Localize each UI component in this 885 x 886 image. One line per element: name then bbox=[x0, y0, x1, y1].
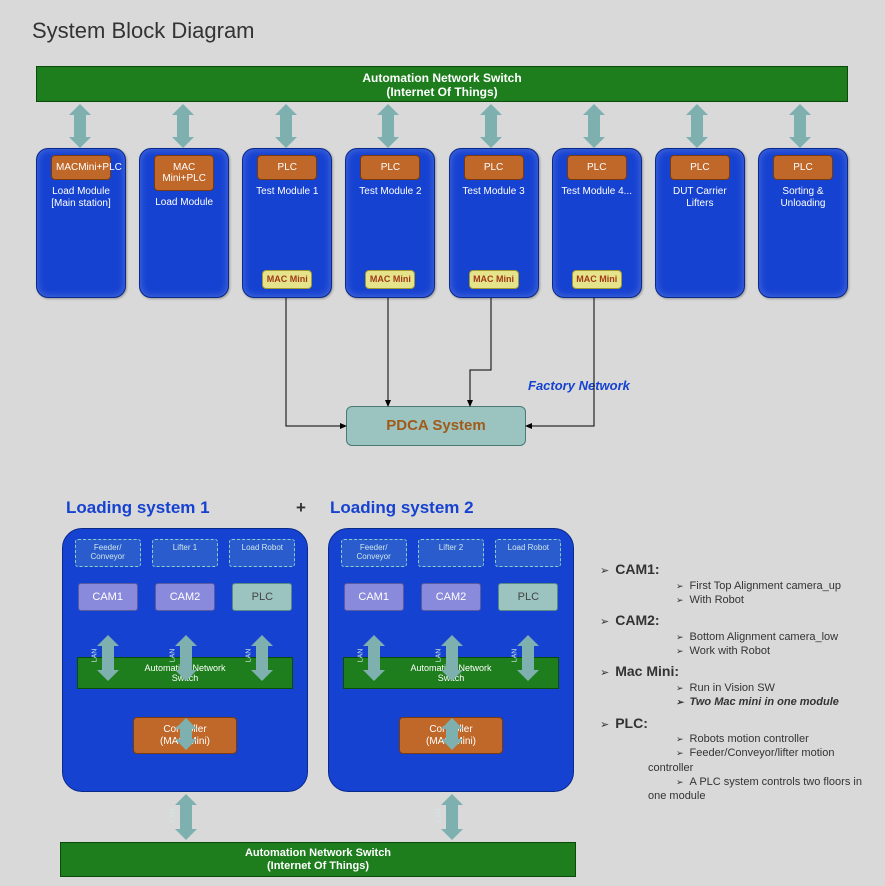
module-dut-lifters: PLC DUT Carrier Lifters bbox=[655, 148, 745, 298]
module-test-4: PLC Test Module 4... MAC Mini bbox=[552, 148, 642, 298]
page-title: System Block Diagram bbox=[32, 18, 255, 44]
note-plc-title: PLC: bbox=[615, 715, 648, 731]
note-macmini-i1: Two Mac mini in one module bbox=[690, 696, 839, 708]
mac-mini-badge: MAC Mini bbox=[262, 270, 312, 289]
chip: PLC bbox=[670, 155, 730, 180]
double-arrow-icon bbox=[686, 104, 708, 148]
notes-panel: ➢CAM1: ➢First Top Alignment camera_up ➢W… bbox=[600, 560, 870, 804]
mac-mini-badge: MAC Mini bbox=[572, 270, 622, 289]
modules-row: MACMini+PLC Load Module [Main station] M… bbox=[36, 148, 848, 298]
double-arrow-icon bbox=[251, 635, 273, 681]
cam1-box: CAM1 bbox=[344, 583, 404, 611]
switch-bottom: Automation Network Switch (Internet Of T… bbox=[60, 842, 576, 877]
mac-mini-badge: MAC Mini bbox=[365, 270, 415, 289]
feeder-box: Feeder/ Conveyor bbox=[75, 539, 141, 567]
loading-title-1: Loading system 1 bbox=[66, 498, 210, 518]
chip: MAC Mini+PLC bbox=[154, 155, 214, 191]
lan-label: LAN bbox=[357, 649, 364, 663]
pdca-box: PDCA System bbox=[346, 406, 526, 446]
double-arrow-icon bbox=[480, 104, 502, 148]
feeder-box: Feeder/ Conveyor bbox=[341, 539, 407, 567]
chip: PLC bbox=[257, 155, 317, 180]
note-cam2-i0: Bottom Alignment camera_low bbox=[690, 631, 839, 643]
lan-label: LAN bbox=[435, 649, 442, 663]
module-label: DUT Carrier Lifters bbox=[656, 180, 744, 215]
chip: MACMini+PLC bbox=[51, 155, 111, 180]
module-label: Test Module 3 bbox=[458, 180, 528, 204]
robot-box: Load Robot bbox=[495, 539, 561, 567]
module-label: Load Module bbox=[151, 191, 217, 215]
note-plc-i0: Robots motion controller bbox=[690, 733, 809, 745]
note-macmini-title: Mac Mini: bbox=[615, 663, 679, 679]
switch-bottom-l2: (Internet Of Things) bbox=[61, 860, 575, 873]
double-arrow-icon bbox=[363, 635, 385, 681]
cam1-box: CAM1 bbox=[78, 583, 138, 611]
chip: PLC bbox=[567, 155, 627, 180]
module-label: Test Module 1 bbox=[252, 180, 322, 204]
lifter-box: Lifter 2 bbox=[418, 539, 484, 567]
module-label: Sorting & Unloading bbox=[759, 180, 847, 215]
chip: PLC bbox=[464, 155, 524, 180]
double-arrow-icon bbox=[441, 635, 463, 681]
switch-top: Automation Network Switch (Internet Of T… bbox=[36, 66, 848, 102]
switch-bottom-l1: Automation Network Switch bbox=[61, 847, 575, 860]
robot-box: Load Robot bbox=[229, 539, 295, 567]
lan-label: LAN bbox=[169, 649, 176, 663]
note-cam2-title: CAM2: bbox=[615, 612, 659, 628]
module-sorting: PLC Sorting & Unloading bbox=[758, 148, 848, 298]
double-arrow-icon bbox=[789, 104, 811, 148]
double-arrow-icon bbox=[175, 794, 197, 840]
cam2-box: CAM2 bbox=[155, 583, 215, 611]
lan-label: LAN bbox=[245, 649, 252, 663]
chip: PLC bbox=[773, 155, 833, 180]
module-label: Test Module 4... bbox=[557, 180, 636, 204]
lan-label: LAN bbox=[169, 809, 176, 823]
double-arrow-icon bbox=[583, 104, 605, 148]
module-test-3: PLC Test Module 3 MAC Mini bbox=[449, 148, 539, 298]
plc-box: PLC bbox=[498, 583, 558, 611]
module-test-1: PLC Test Module 1 MAC Mini bbox=[242, 148, 332, 298]
double-arrow-icon bbox=[69, 104, 91, 148]
double-arrow-icon bbox=[441, 718, 463, 750]
module-label: Load Module [Main station] bbox=[37, 180, 125, 215]
loading-title-2: Loading system 2 bbox=[330, 498, 474, 518]
lan-label: LAN bbox=[435, 809, 442, 823]
note-macmini-i0: Run in Vision SW bbox=[690, 682, 775, 694]
cam2-box: CAM2 bbox=[421, 583, 481, 611]
module-load: MAC Mini+PLC Load Module bbox=[139, 148, 229, 298]
note-cam1-i1: With Robot bbox=[690, 594, 744, 606]
lan-label: LAN bbox=[91, 649, 98, 663]
module-label: Test Module 2 bbox=[355, 180, 425, 204]
double-arrow-icon bbox=[377, 104, 399, 148]
plc-box: PLC bbox=[232, 583, 292, 611]
lan-label: LAN bbox=[511, 649, 518, 663]
loading-plus: + bbox=[296, 498, 306, 518]
mac-mini-badge: MAC Mini bbox=[469, 270, 519, 289]
double-arrow-icon bbox=[441, 794, 463, 840]
double-arrow-icon bbox=[175, 635, 197, 681]
lifter-box: Lifter 1 bbox=[152, 539, 218, 567]
double-arrow-icon bbox=[517, 635, 539, 681]
note-cam2-i1: Work with Robot bbox=[690, 645, 771, 657]
double-arrow-icon bbox=[172, 104, 194, 148]
chip: PLC bbox=[360, 155, 420, 180]
note-cam1-i0: First Top Alignment camera_up bbox=[690, 580, 841, 592]
double-arrow-icon bbox=[175, 718, 197, 750]
module-test-2: PLC Test Module 2 MAC Mini bbox=[345, 148, 435, 298]
module-load-main: MACMini+PLC Load Module [Main station] bbox=[36, 148, 126, 298]
switch-top-l1: Automation Network Switch bbox=[37, 71, 847, 85]
note-cam1-title: CAM1: bbox=[615, 561, 659, 577]
factory-network-label: Factory Network bbox=[528, 378, 630, 393]
double-arrow-icon bbox=[275, 104, 297, 148]
double-arrow-icon bbox=[97, 635, 119, 681]
switch-top-l2: (Internet Of Things) bbox=[37, 85, 847, 99]
